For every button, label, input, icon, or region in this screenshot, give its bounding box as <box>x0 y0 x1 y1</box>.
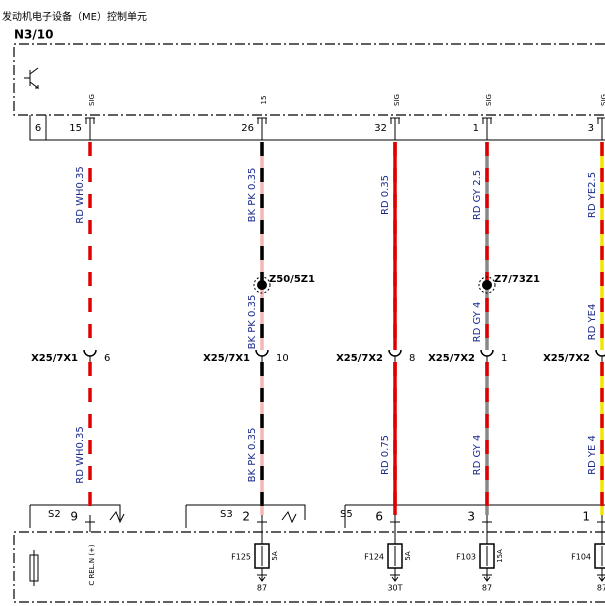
bottom-pin: 3 <box>467 510 475 524</box>
fuse-foot <box>257 574 267 582</box>
wire-label: RD GY 4 <box>472 435 483 476</box>
fuse-foot <box>597 574 605 582</box>
inline-connector <box>388 349 402 357</box>
pin-number: 26 <box>241 123 254 134</box>
wire-label: RD WH0.35 <box>75 426 86 484</box>
fuse-foot <box>390 574 400 582</box>
wire-label: RD WH0.35 <box>75 166 86 224</box>
fuse-name: F125 <box>231 553 251 562</box>
bottom-pin-symbol <box>257 515 267 532</box>
wire-label: RD GY 4 <box>472 302 483 343</box>
bottom-pin: 2 <box>242 510 250 524</box>
inline-connector <box>480 349 494 357</box>
pin-signal: SIG <box>88 94 96 106</box>
inline-connector <box>83 349 97 357</box>
fuse-name: F104 <box>571 553 591 562</box>
splice <box>482 280 492 290</box>
wire-label: RD GY 2.5 <box>472 170 483 220</box>
bottom-pin-symbol <box>597 515 605 532</box>
pin-number: 1 <box>473 123 479 134</box>
wire-label: BK PK 0.35 <box>247 295 258 350</box>
pin-symbol <box>257 117 267 140</box>
pin-signal: SIG <box>485 94 493 106</box>
pin-symbol <box>482 117 492 140</box>
wire-label: BK PK 0.35 <box>247 168 258 223</box>
bottom-pin: 9 <box>70 510 78 524</box>
fuse-rating: 5A <box>271 551 279 560</box>
splice-ring <box>253 276 271 294</box>
bottom-connector-id: S2 <box>48 509 61 520</box>
pin-symbol <box>85 117 95 140</box>
connector-id: 6 <box>35 123 41 134</box>
transistor-icon <box>24 67 40 89</box>
connector-name: X25/7X2 <box>543 353 590 364</box>
connector-pin: 8 <box>409 353 415 364</box>
pin-signal: 15 <box>260 96 268 105</box>
wire-label: BK PK 0.35 <box>247 428 258 483</box>
bottom-pin-symbol <box>390 515 400 532</box>
bottom-connector-id: S3 <box>220 509 233 520</box>
pin-number: 15 <box>69 123 82 134</box>
splice <box>257 280 267 290</box>
fuse-icon <box>29 550 39 586</box>
connector-bar <box>29 115 605 141</box>
wire-label: RD YE 4 <box>587 435 598 475</box>
wire-label: RD YE4 <box>587 304 598 341</box>
fuse-foot <box>482 574 492 582</box>
spring <box>281 510 297 524</box>
bottom-pin-symbol <box>85 515 95 532</box>
connector-pin: 1 <box>501 353 507 364</box>
connector-pin: 10 <box>276 353 289 364</box>
splice-label: Z7/73Z1 <box>494 274 540 285</box>
fuse-terminal: 87 <box>482 584 492 593</box>
fuse-label: C REL.N (+) <box>88 544 96 586</box>
wire-label: RD 0.35 <box>380 175 391 215</box>
connector-pin: 6 <box>104 353 110 364</box>
splice-label: Z50/5Z1 <box>269 274 315 285</box>
fuse-name: F103 <box>456 553 476 562</box>
bottom-pin: 1 <box>582 510 590 524</box>
fuse-terminal: 30T <box>387 584 402 593</box>
wire-label: RD 0.75 <box>380 435 391 475</box>
bottom-connector <box>29 504 605 528</box>
bottom-pin-symbol <box>482 515 492 532</box>
unit-box <box>13 43 605 603</box>
spring <box>109 510 125 524</box>
pin-signal: SIG <box>600 94 605 106</box>
fuse-terminal: 87 <box>597 584 605 593</box>
fuse-rating: 15A <box>496 549 504 563</box>
pin-symbol <box>390 117 400 140</box>
fuse-terminal: 87 <box>257 584 267 593</box>
fuse-name: F124 <box>364 553 384 562</box>
inline-connector <box>595 349 605 357</box>
connector-name: X25/7X2 <box>336 353 383 364</box>
connector-name: X25/7X2 <box>428 353 475 364</box>
splice-ring <box>478 276 496 294</box>
bottom-pin: 6 <box>375 510 383 524</box>
pin-number: 3 <box>588 123 594 134</box>
bottom-connector-id: S5 <box>340 509 353 520</box>
unit-id: N3/10 <box>14 28 53 42</box>
fuse-rating: 5A <box>404 551 412 560</box>
pin-number: 32 <box>374 123 387 134</box>
pin-symbol <box>597 117 605 140</box>
connector-name: X25/7X1 <box>31 353 78 364</box>
inline-connector <box>255 349 269 357</box>
title: 发动机电子设备（ME）控制单元 <box>2 10 147 23</box>
pin-signal: SIG <box>393 94 401 106</box>
fuse <box>594 543 605 569</box>
wire-label: RD YE2.5 <box>587 172 598 218</box>
connector-name: X25/7X1 <box>203 353 250 364</box>
